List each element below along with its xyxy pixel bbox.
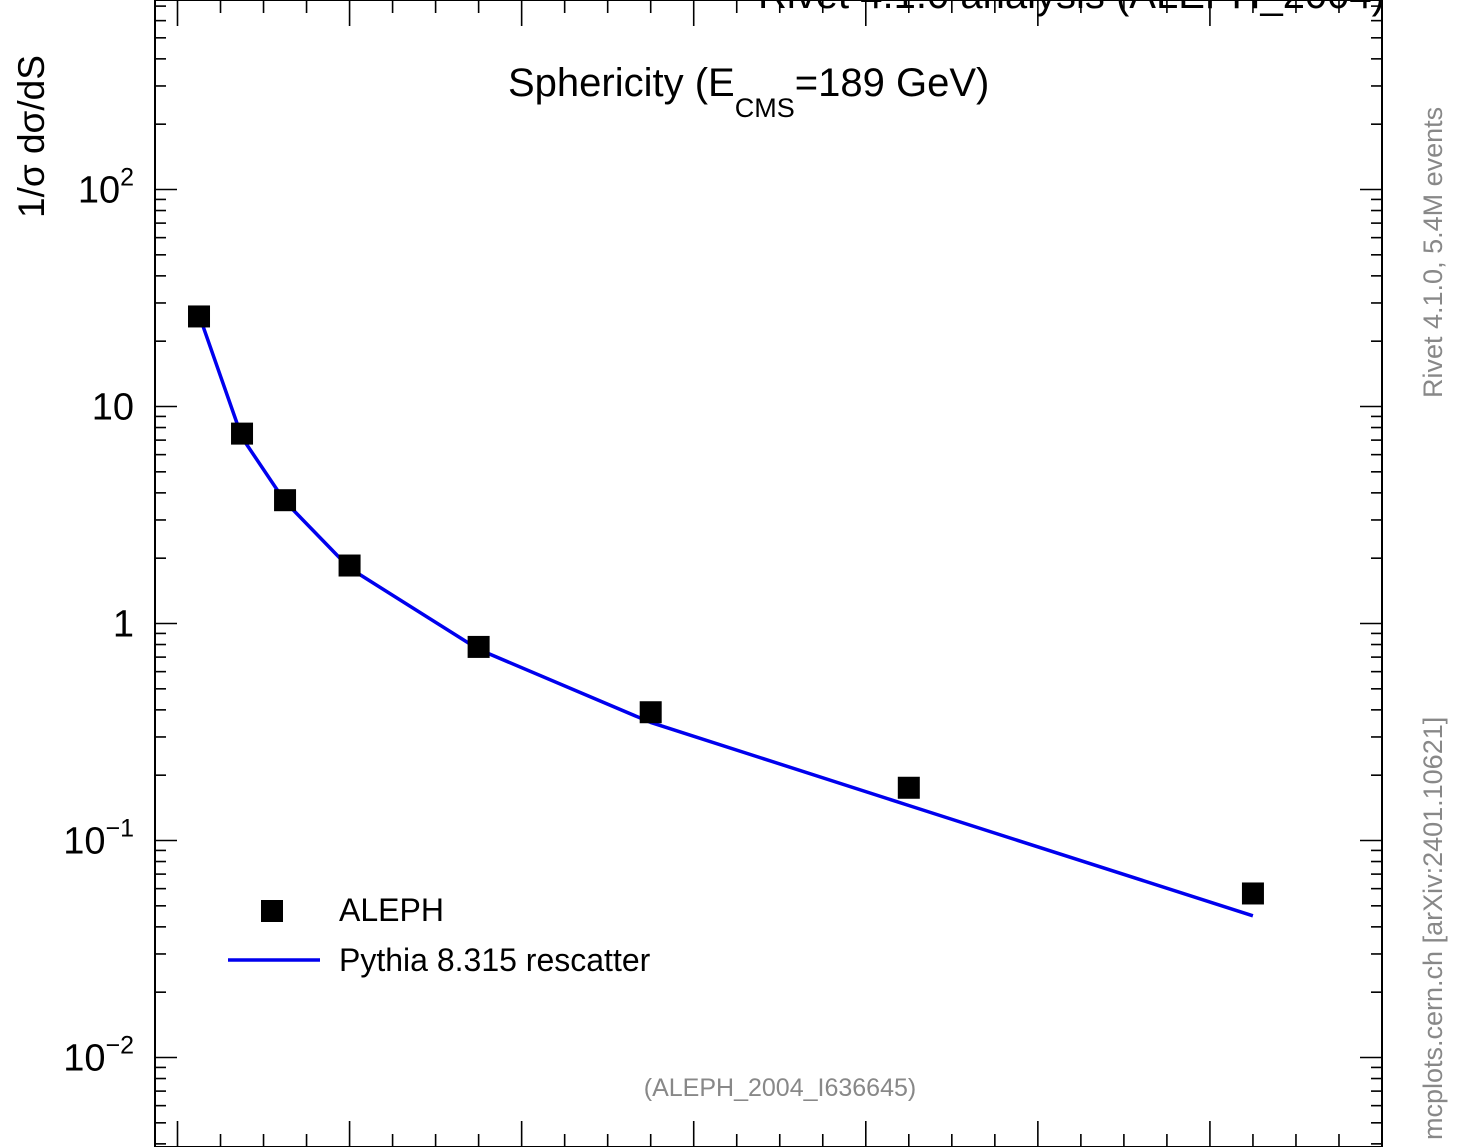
- aleph-series: [188, 305, 1264, 905]
- pythia-series: [197, 314, 1254, 918]
- y-tick-label: 1: [113, 604, 134, 646]
- chart-title: Sphericity (ECMS=189 GeV): [508, 61, 989, 123]
- plot-frame: [154, 0, 1383, 1147]
- aleph-point: [188, 305, 211, 328]
- y-tick-label: 10−2: [63, 1032, 134, 1080]
- side-label-rivet: Rivet 4.1.0, 5.4M events: [1418, 107, 1448, 398]
- aleph-point: [338, 554, 361, 577]
- plot-border: [154, 0, 1383, 1147]
- legend: ALEPH Pythia 8.315 rescatter: [228, 892, 651, 978]
- chart-title-subscript: CMS: [735, 93, 795, 123]
- y-axis-label: 1/σ dσ/dS: [11, 55, 52, 218]
- aleph-point: [639, 701, 662, 724]
- pythia-line: [197, 314, 1254, 918]
- y-tick-labels: 102 10 1 10−1 10−2: [63, 164, 134, 1080]
- legend-marker-aleph: [261, 900, 283, 922]
- legend-label-aleph: ALEPH: [339, 892, 444, 928]
- side-label-mcplots: mcplots.cern.ch [arXiv:2401.10621]: [1418, 717, 1448, 1140]
- legend-label-pythia: Pythia 8.315 rescatter: [339, 942, 651, 978]
- aleph-point: [231, 422, 254, 445]
- y-tick-label: 102: [78, 164, 134, 212]
- aleph-point: [467, 635, 490, 658]
- aleph-point: [1241, 882, 1264, 905]
- y-tick-label: 10: [92, 387, 134, 429]
- top-cut-text: Rivet 4.1.0 analysis (ALEPH_2004): [758, 0, 1385, 17]
- aleph-point: [274, 489, 297, 512]
- y-tick-label: 10−1: [63, 815, 134, 863]
- analysis-annotation: (ALEPH_2004_I636645): [644, 1074, 916, 1102]
- aleph-point: [897, 776, 920, 799]
- axis-ticks: [155, 0, 1382, 1147]
